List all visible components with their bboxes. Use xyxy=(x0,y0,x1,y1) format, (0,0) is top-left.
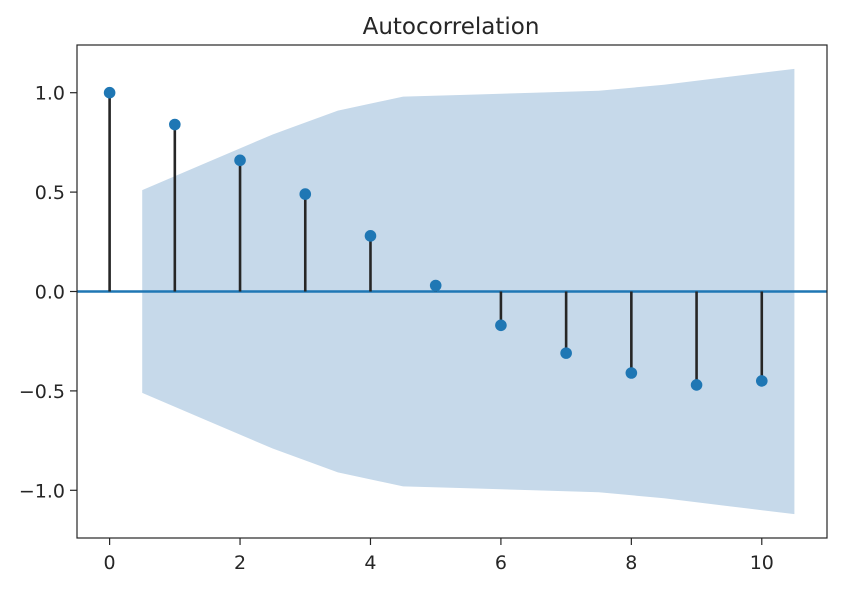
x-tick-label-6: 6 xyxy=(495,552,507,574)
marker-lag-4 xyxy=(364,230,377,242)
marker-lag-10 xyxy=(755,375,768,387)
marker-lag-7 xyxy=(560,347,572,359)
x-axis-ticks: 0 2 4 6 8 10 xyxy=(104,538,774,574)
marker-lag-5 xyxy=(429,279,442,292)
y-tick-label-1: 0.5 xyxy=(35,182,65,204)
marker-lag-6 xyxy=(495,319,507,332)
x-tick-label-2: 2 xyxy=(234,552,246,574)
x-tick-label-10: 10 xyxy=(750,552,774,574)
y-axis-ticks: 1.0 0.5 0.0 −0.5 −1.0 xyxy=(19,83,77,502)
marker-layer xyxy=(103,86,768,391)
x-tick-label-0: 0 xyxy=(104,552,116,574)
marker-lag-8 xyxy=(625,367,638,379)
marker-lag-2 xyxy=(234,154,246,167)
marker-lag-1 xyxy=(169,118,181,131)
y-tick-label-4: −1.0 xyxy=(19,480,65,502)
marker-lag-3 xyxy=(299,188,312,200)
stem-layer xyxy=(108,92,764,385)
x-tick-label-8: 8 xyxy=(625,552,637,574)
x-tick-label-4: 4 xyxy=(364,552,376,574)
y-tick-label-3: −0.5 xyxy=(19,381,65,403)
marker-lag-0 xyxy=(103,86,116,99)
chart-title: Autocorrelation xyxy=(363,14,540,40)
marker-lag-9 xyxy=(690,379,703,391)
y-tick-label-0: 1.0 xyxy=(35,83,65,105)
y-tick-label-2: 0.0 xyxy=(35,282,65,304)
